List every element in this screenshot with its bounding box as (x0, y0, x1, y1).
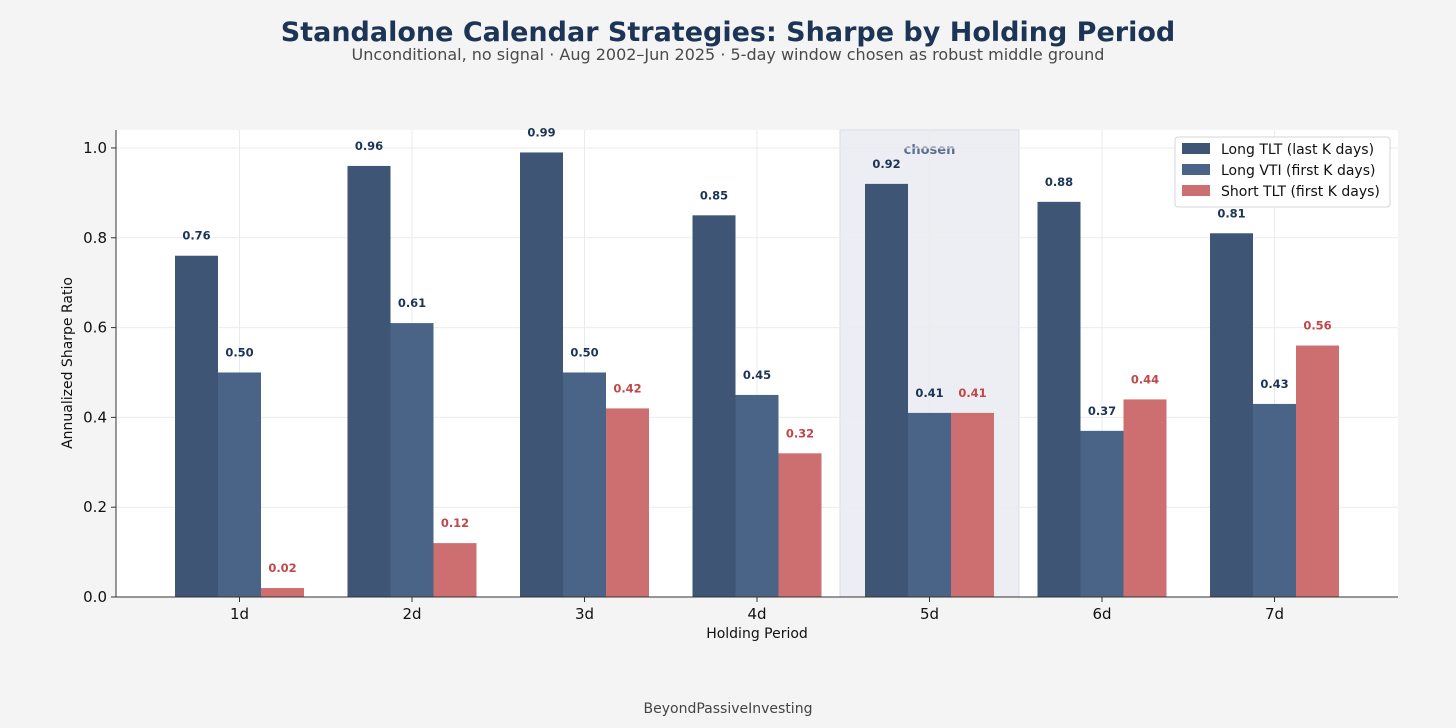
legend-swatch (1182, 185, 1210, 196)
legend-entry: Long TLT (last K days) (1221, 142, 1374, 158)
data-label: 0.50 (225, 345, 253, 359)
y-tick-label: 0.2 (83, 498, 107, 516)
data-label: 0.81 (1217, 206, 1245, 220)
y-tick-label: 0.6 (83, 319, 107, 337)
data-label: 0.96 (355, 139, 383, 153)
bar (865, 183, 908, 597)
x-tick-label: 3d (575, 605, 594, 623)
data-label: 0.41 (958, 386, 986, 400)
data-label: 0.45 (743, 368, 771, 382)
bar (735, 394, 779, 597)
footer-credit: BeyondPassiveInvesting (644, 701, 813, 717)
data-label: 0.32 (786, 426, 814, 440)
data-label: 0.41 (915, 386, 943, 400)
legend-swatch (1182, 143, 1210, 154)
legend-swatch (1182, 164, 1210, 175)
data-label: 0.99 (527, 125, 555, 139)
bar (951, 412, 994, 597)
bar (1037, 201, 1081, 597)
data-label: 0.42 (613, 381, 641, 395)
bar (692, 215, 736, 597)
bar (1080, 430, 1124, 597)
y-tick-label: 0.0 (83, 588, 107, 606)
data-label: 0.50 (570, 345, 598, 359)
data-label: 0.85 (700, 188, 728, 202)
data-label: 0.56 (1303, 319, 1331, 333)
legend-entry: Short TLT (first K days) (1221, 184, 1380, 200)
bar (1253, 403, 1296, 597)
legend-entry: Long VTI (first K days) (1221, 163, 1375, 179)
bar (218, 372, 261, 597)
data-label: 0.37 (1088, 404, 1116, 418)
data-label: 0.92 (872, 157, 900, 171)
ticks: 0.0 0.2 0.4 0.6 0.8 1.0 1d 2d 3d 4d 5d 6d 7d (83, 139, 1284, 623)
y-tick-label: 1.0 (83, 139, 107, 157)
data-labels: 0.76 0.96 0.99 0.85 0.92 0.88 0.81 0.50 0.61 0.50… (182, 125, 1331, 575)
bar (778, 453, 822, 597)
y-tick-label: 0.4 (83, 408, 107, 426)
data-label: 0.44 (1131, 372, 1159, 386)
data-label: 0.12 (441, 516, 469, 530)
bar (1296, 345, 1339, 597)
bar (175, 255, 218, 597)
legend: Long TLT (last K days) Long VTI (first K … (1174, 136, 1391, 208)
x-tick-label: 5d (920, 605, 939, 623)
bars (175, 152, 1339, 598)
bar (347, 165, 391, 597)
bar (1123, 399, 1167, 597)
bar (606, 408, 649, 597)
bar (433, 543, 477, 597)
data-label: 0.61 (398, 296, 426, 310)
bar (390, 323, 434, 597)
x-tick-label: 7d (1265, 605, 1284, 623)
x-tick-label: 6d (1092, 605, 1111, 623)
y-axis-label: Annualized Sharpe Ratio (60, 277, 76, 449)
chart-title: Standalone Calendar Strategies: Sharpe b… (281, 17, 1175, 48)
y-tick-label: 0.8 (83, 229, 107, 247)
x-axis-label: Holding Period (706, 626, 808, 642)
data-label: 0.02 (268, 561, 296, 575)
data-label: 0.43 (1260, 377, 1288, 391)
chart-subtitle: Unconditional, no signal · Aug 2002–Jun … (352, 45, 1105, 64)
bar (261, 588, 304, 597)
data-label: 0.76 (182, 229, 210, 243)
x-tick-label: 2d (402, 605, 421, 623)
legend-box (1174, 136, 1391, 208)
bar (908, 412, 951, 597)
bar (520, 152, 563, 598)
bar (1210, 233, 1253, 597)
data-label: 0.88 (1045, 175, 1073, 189)
x-tick-label: 4d (747, 605, 766, 623)
x-tick-label: 1d (230, 605, 249, 623)
bar (563, 372, 606, 597)
